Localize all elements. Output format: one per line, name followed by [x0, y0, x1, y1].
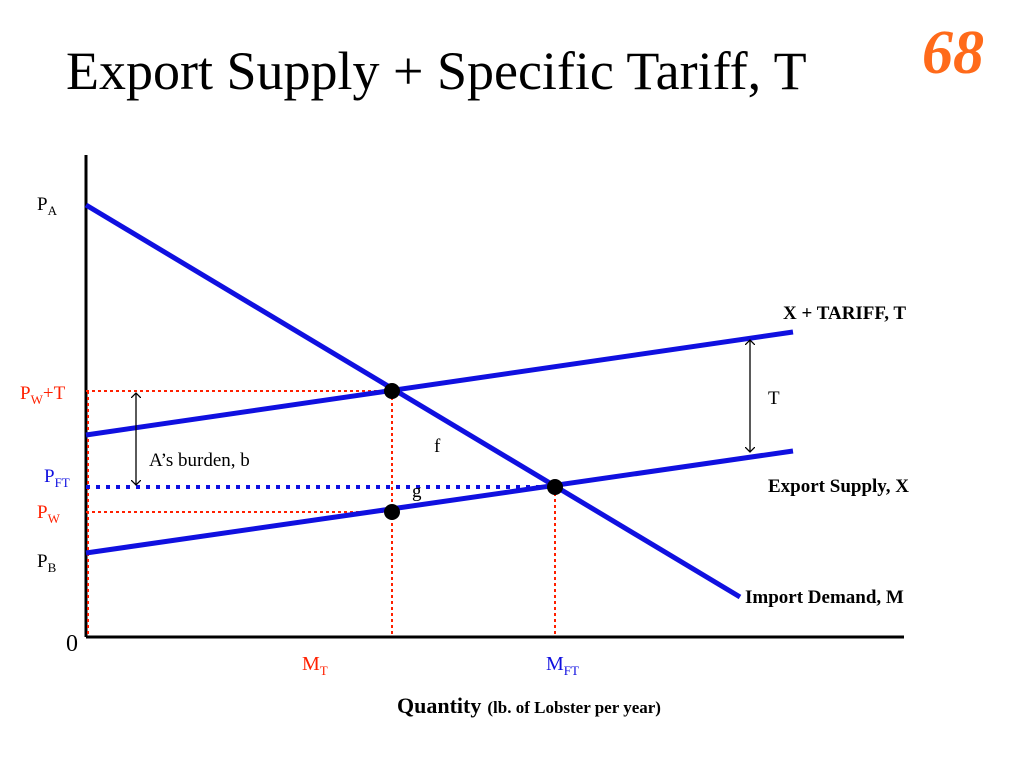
x-plus-tariff-label: X + TARIFF, T	[783, 303, 906, 324]
slide-title: Export Supply + Specific Tariff, T	[66, 41, 807, 101]
slide-number: 68	[922, 19, 984, 87]
pft-label: PFT	[44, 466, 70, 490]
export-supply-label: Export Supply, X	[768, 476, 909, 497]
free-trade-equilibrium-point	[547, 479, 563, 495]
area-f-label: f	[434, 436, 441, 457]
import-demand-label: Import Demand, M	[745, 587, 904, 608]
burden-label: A’s burden, b	[149, 450, 250, 471]
pw-supply-point	[384, 504, 400, 520]
pa-label: PA	[37, 194, 58, 218]
export-supply-curve	[85, 448, 794, 556]
origin-label: 0	[66, 631, 78, 657]
area-g-label: g	[412, 481, 422, 502]
pw-plus-t-label: PW+T	[20, 383, 66, 407]
x-plus-tariff-curve	[85, 329, 794, 438]
pb-label: PB	[37, 551, 57, 575]
pw-label: PW	[37, 502, 61, 526]
mft-label: MFT	[546, 653, 579, 678]
x-axis-title: Quantity (lb. of Lobster per year)	[397, 693, 661, 718]
import-demand-curve	[84, 202, 742, 600]
tariff-gap-label: T	[768, 388, 780, 409]
tariff-demand-intersection-point	[384, 383, 400, 399]
mt-label: MT	[302, 653, 328, 678]
